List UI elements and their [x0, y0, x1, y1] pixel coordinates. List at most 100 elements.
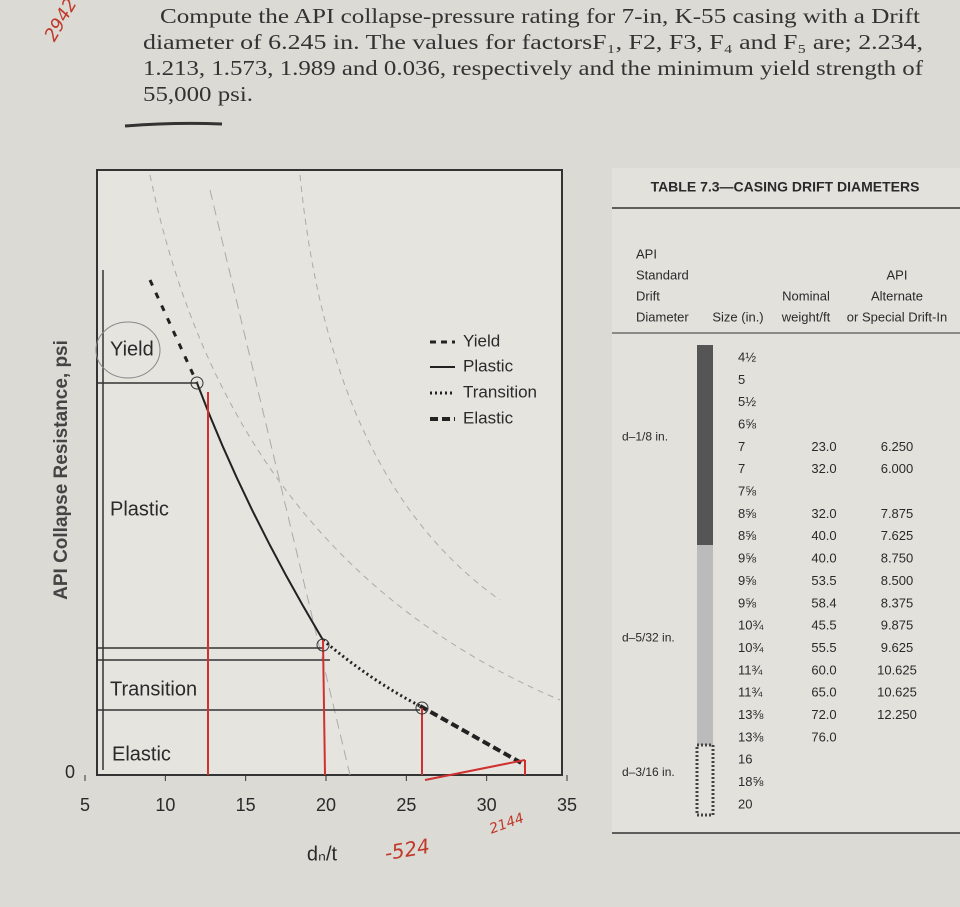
- weight-cell: 76.0: [811, 729, 836, 744]
- problem-line: Compute the API collapse-pressure rating…: [160, 4, 920, 28]
- table-header: API Standard Drift Diameter Size (in.) Nomina…: [636, 246, 947, 324]
- group-bar: [697, 545, 713, 745]
- alt-cell: 7.875: [881, 506, 914, 521]
- x-tick-label: 35: [557, 795, 577, 815]
- alt-cell: 6.250: [881, 439, 914, 454]
- weight-cell: 55.5: [811, 640, 836, 655]
- size-cell: 11¾: [738, 662, 762, 677]
- x-tick-label: 15: [236, 795, 256, 815]
- x-tick-label: 10: [155, 795, 175, 815]
- elastic-curve: [419, 704, 526, 767]
- size-cell: 8⅝: [738, 528, 756, 543]
- column-header: Diameter: [636, 309, 689, 324]
- size-cell: 16: [738, 752, 752, 767]
- size-cell: 10¾: [738, 640, 763, 655]
- size-cell: 13⅜: [738, 729, 763, 744]
- alt-cell: 8.500: [881, 573, 914, 588]
- size-cell: 18⅝: [738, 774, 763, 789]
- weight-cell: 45.5: [811, 618, 836, 633]
- weight-cell: 65.0: [811, 685, 836, 700]
- group-bar: [695, 743, 715, 817]
- x-tick-label: 5: [80, 795, 90, 815]
- problem-line: 1.213, 1.573, 1.989 and 0.036, respectiv…: [143, 56, 923, 80]
- x-axis: 5 10 15 20 25 30 35: [80, 775, 577, 815]
- weight-cell: 60.0: [811, 662, 836, 677]
- column-header: Nominal: [782, 288, 830, 303]
- y-tick-label: 0: [65, 762, 75, 782]
- alt-cell: 12.250: [877, 707, 917, 722]
- size-cell: 20: [738, 796, 752, 811]
- problem-line: diameter of 6.245 in. The values for fac…: [143, 30, 923, 54]
- legend-label: Plastic: [463, 356, 514, 375]
- weight-cell: 40.0: [811, 528, 836, 543]
- drift-label: d–5/32 in.: [622, 631, 675, 645]
- column-header: Alternate: [871, 288, 923, 303]
- weight-cell: 32.0: [811, 506, 836, 521]
- y-axis-label: API Collapse Resistance, psi: [51, 340, 72, 600]
- x-axis-label: dₙ/t: [307, 843, 338, 865]
- legend: Yield Plastic Transition Elastic: [430, 331, 537, 427]
- size-cell: 5: [738, 372, 745, 387]
- size-cell: 8⅝: [738, 506, 756, 521]
- group-bar: [697, 345, 713, 545]
- table-body: 4½ 5 5½ 6⅝ d–1/8 in. 7 23.0 6.250 7 32.0 6.000 7⅝ 8⅝…: [622, 349, 917, 811]
- region-label: Plastic: [110, 498, 169, 520]
- problem-line: 55,000 psi.: [143, 82, 253, 106]
- size-cell: 6⅝: [738, 416, 756, 431]
- underline: [124, 121, 223, 128]
- guide-line: [209, 189, 351, 776]
- weight-cell: 58.4: [811, 595, 836, 610]
- problem-text: Compute the API collapse-pressure rating…: [143, 4, 923, 106]
- region-label: Yield: [110, 338, 154, 360]
- guide-curve: [149, 174, 561, 701]
- plot-frame: [96, 169, 563, 776]
- alt-cell: 6.000: [881, 461, 914, 476]
- region-label: Transition: [110, 678, 197, 700]
- drift-label: d–1/8 in.: [622, 430, 668, 444]
- column-header: Size (in.): [712, 309, 763, 324]
- size-cell: 7: [738, 439, 745, 454]
- weight-cell: 72.0: [811, 707, 836, 722]
- weight-cell: 32.0: [811, 461, 836, 476]
- column-header: or Special Drift-In: [847, 309, 947, 324]
- alt-cell: 9.875: [881, 618, 914, 633]
- legend-label: Elastic: [463, 408, 514, 427]
- column-header: Drift: [636, 288, 660, 303]
- x-tick-label: 25: [396, 795, 416, 815]
- column-header: API: [636, 246, 657, 261]
- size-cell: 10¾: [738, 618, 763, 633]
- drift-label: d–3/16 in.: [622, 765, 675, 779]
- table-title: TABLE 7.3—CASING DRIFT DIAMETERS: [651, 179, 920, 195]
- yield-curve: [148, 279, 199, 384]
- x-tick-label: 20: [316, 795, 336, 815]
- alt-cell: 10.625: [877, 685, 917, 700]
- region-label: Elastic: [112, 743, 171, 765]
- alt-cell: 9.625: [881, 640, 914, 655]
- weight-cell: 53.5: [811, 573, 836, 588]
- size-cell: 7: [738, 461, 745, 476]
- size-cell: 7⅝: [738, 484, 756, 499]
- yield-ellipse: [95, 321, 161, 379]
- column-header: API: [887, 267, 908, 282]
- size-cell: 5½: [738, 394, 756, 409]
- alt-cell: 10.625: [877, 662, 917, 677]
- size-cell: 9⅝: [738, 551, 756, 566]
- transition-curve: [322, 638, 421, 708]
- size-cell: 13⅜: [738, 707, 763, 722]
- alt-cell: 7.625: [881, 528, 914, 543]
- point: [190, 376, 204, 390]
- size-cell: 9⅝: [738, 595, 756, 610]
- column-header: Standard: [636, 267, 689, 282]
- size-cell: 9⅝: [738, 573, 756, 588]
- table-panel: [612, 168, 960, 833]
- alt-cell: 8.750: [881, 551, 914, 566]
- weight-cell: 23.0: [811, 439, 836, 454]
- legend-label: Transition: [463, 382, 537, 401]
- alt-cell: 8.375: [881, 595, 914, 610]
- region-lines: [97, 270, 420, 770]
- legend-label: Yield: [463, 331, 500, 350]
- plastic-curve: [196, 382, 324, 641]
- column-header: weight/ft: [781, 309, 831, 324]
- red-lines: [207, 392, 526, 781]
